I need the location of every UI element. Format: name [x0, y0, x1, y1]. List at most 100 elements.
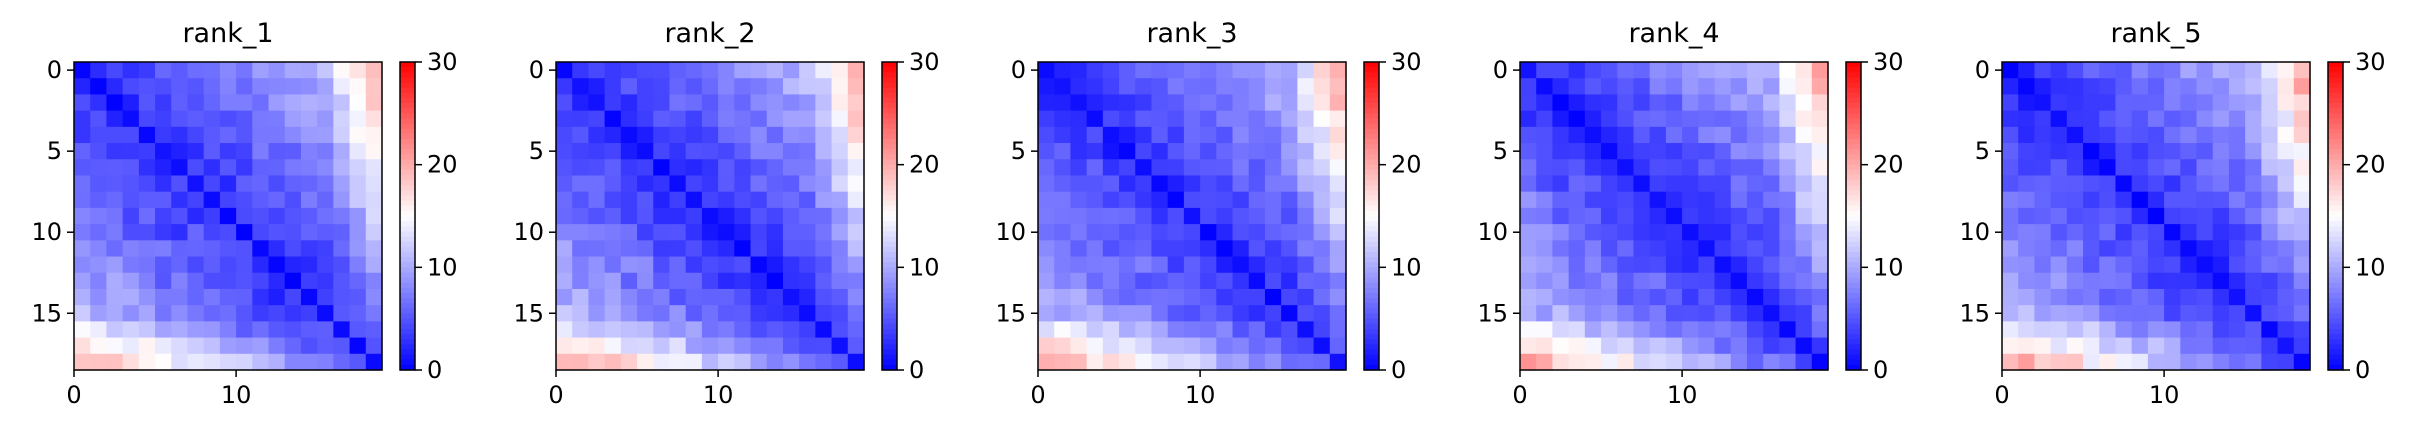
heatmap-cell — [2261, 305, 2279, 322]
heatmap-cell — [138, 224, 156, 241]
heatmap-cell — [1763, 94, 1780, 112]
colorbar-segment — [1364, 257, 1379, 263]
heatmap-cell — [2147, 272, 2165, 290]
colorbar-segment — [1364, 190, 1379, 197]
colorbar-segment — [2328, 185, 2343, 191]
heatmap-cell — [1536, 175, 1554, 193]
heatmap-cell — [1216, 272, 1234, 290]
heatmap-cell — [1248, 353, 1266, 371]
heatmap-cell — [1698, 62, 1716, 79]
heatmap-cell — [1313, 207, 1331, 225]
heatmap-cell — [1617, 288, 1635, 306]
heatmap-cell — [1682, 78, 1699, 96]
heatmap-cell — [750, 305, 768, 322]
colorbar-segment — [1364, 349, 1379, 356]
heatmap-cell — [604, 159, 622, 177]
heatmap-cell — [1633, 353, 1651, 371]
heatmap-cell — [155, 175, 172, 193]
heatmap-cell — [588, 272, 606, 290]
heatmap-cell — [2131, 62, 2149, 79]
y-tick-label: 15 — [995, 299, 1026, 327]
heatmap-cell — [203, 224, 221, 241]
colorbar-segment — [1364, 323, 1379, 330]
heatmap-cell — [718, 62, 735, 79]
heatmap-cell — [1232, 288, 1250, 306]
heatmap-cell — [300, 288, 318, 306]
heatmap-cell — [2034, 337, 2052, 355]
heatmap-cell — [685, 110, 703, 128]
heatmap-cell — [1649, 321, 1667, 339]
heatmap-cell — [2277, 256, 2295, 274]
heatmap-cell — [2050, 337, 2068, 355]
heatmap-cell — [1119, 256, 1136, 274]
heatmap-cell — [122, 337, 140, 355]
heatmap-cell — [252, 305, 270, 322]
heatmap-cell — [1763, 272, 1780, 290]
heatmap-cell — [734, 191, 752, 209]
heatmap-cell — [268, 143, 286, 160]
heatmap-cell — [1649, 78, 1667, 96]
heatmap-cell — [171, 207, 189, 225]
heatmap-cell — [2196, 240, 2214, 258]
heatmap-cell — [2147, 159, 2165, 177]
heatmap-cell — [2002, 337, 2019, 355]
heatmap-cell — [1536, 110, 1554, 128]
heatmap-cell — [701, 240, 719, 258]
colorbar-tick-label: 30 — [427, 48, 458, 76]
heatmap-cell — [1038, 62, 1055, 79]
heatmap-cell — [284, 305, 302, 322]
colorbar-tick-label: 30 — [909, 48, 940, 76]
heatmap-cell — [766, 143, 784, 160]
y-tick-label: 0 — [529, 56, 544, 84]
heatmap-cell — [1329, 305, 1347, 322]
heatmap-cell — [1584, 321, 1602, 339]
heatmap-cell — [2261, 159, 2279, 177]
heatmap-cell — [637, 159, 654, 177]
heatmap-cell — [2066, 191, 2084, 209]
colorbar-tick-label: 10 — [909, 253, 940, 281]
colorbar-segment — [882, 139, 897, 145]
heatmap-cell — [1070, 240, 1088, 258]
heatmap-cell — [252, 143, 270, 160]
heatmap-cell — [782, 256, 800, 274]
heatmap-cell — [1520, 78, 1537, 96]
colorbar-segment — [1846, 246, 1861, 253]
heatmap-cell — [236, 207, 253, 225]
heatmap-cell — [556, 143, 573, 160]
heatmap-cell — [2180, 207, 2198, 225]
heatmap-cell — [2147, 175, 2165, 193]
heatmap-cell — [685, 78, 703, 96]
heatmap-cell — [815, 240, 833, 258]
heatmap-cell — [122, 240, 140, 258]
colorbar-segment — [882, 364, 897, 371]
heatmap-cell — [653, 272, 671, 290]
heatmap-cell — [588, 337, 606, 355]
heatmap-cell — [2196, 126, 2214, 144]
heatmap-cell — [268, 256, 286, 274]
colorbar-segment — [882, 246, 897, 253]
heatmap-cell — [1698, 353, 1716, 371]
heatmap-cell — [1119, 207, 1136, 225]
heatmap-cell — [1038, 337, 1055, 355]
heatmap-cell — [1617, 126, 1635, 144]
heatmap-cell — [1248, 240, 1266, 258]
heatmap-cell — [1730, 288, 1748, 306]
colorbar-segment — [882, 344, 897, 351]
heatmap-cell — [847, 143, 865, 160]
heatmap-cell — [588, 240, 606, 258]
heatmap-cell — [718, 256, 735, 274]
heatmap-cell — [122, 126, 140, 144]
heatmap-cell — [1135, 191, 1153, 209]
heatmap-cell — [653, 110, 671, 128]
heatmap-cell — [2293, 78, 2311, 96]
heatmap-cell — [1682, 126, 1699, 144]
heatmap-cell — [685, 191, 703, 209]
heatmap-cell — [2018, 353, 2036, 371]
colorbar-segment — [882, 231, 897, 238]
heatmap-cell — [1763, 305, 1780, 322]
heatmap-cell — [1665, 272, 1683, 290]
heatmap-cell — [138, 207, 156, 225]
heatmap-cell — [2131, 94, 2149, 112]
heatmap-cell — [1601, 240, 1618, 258]
